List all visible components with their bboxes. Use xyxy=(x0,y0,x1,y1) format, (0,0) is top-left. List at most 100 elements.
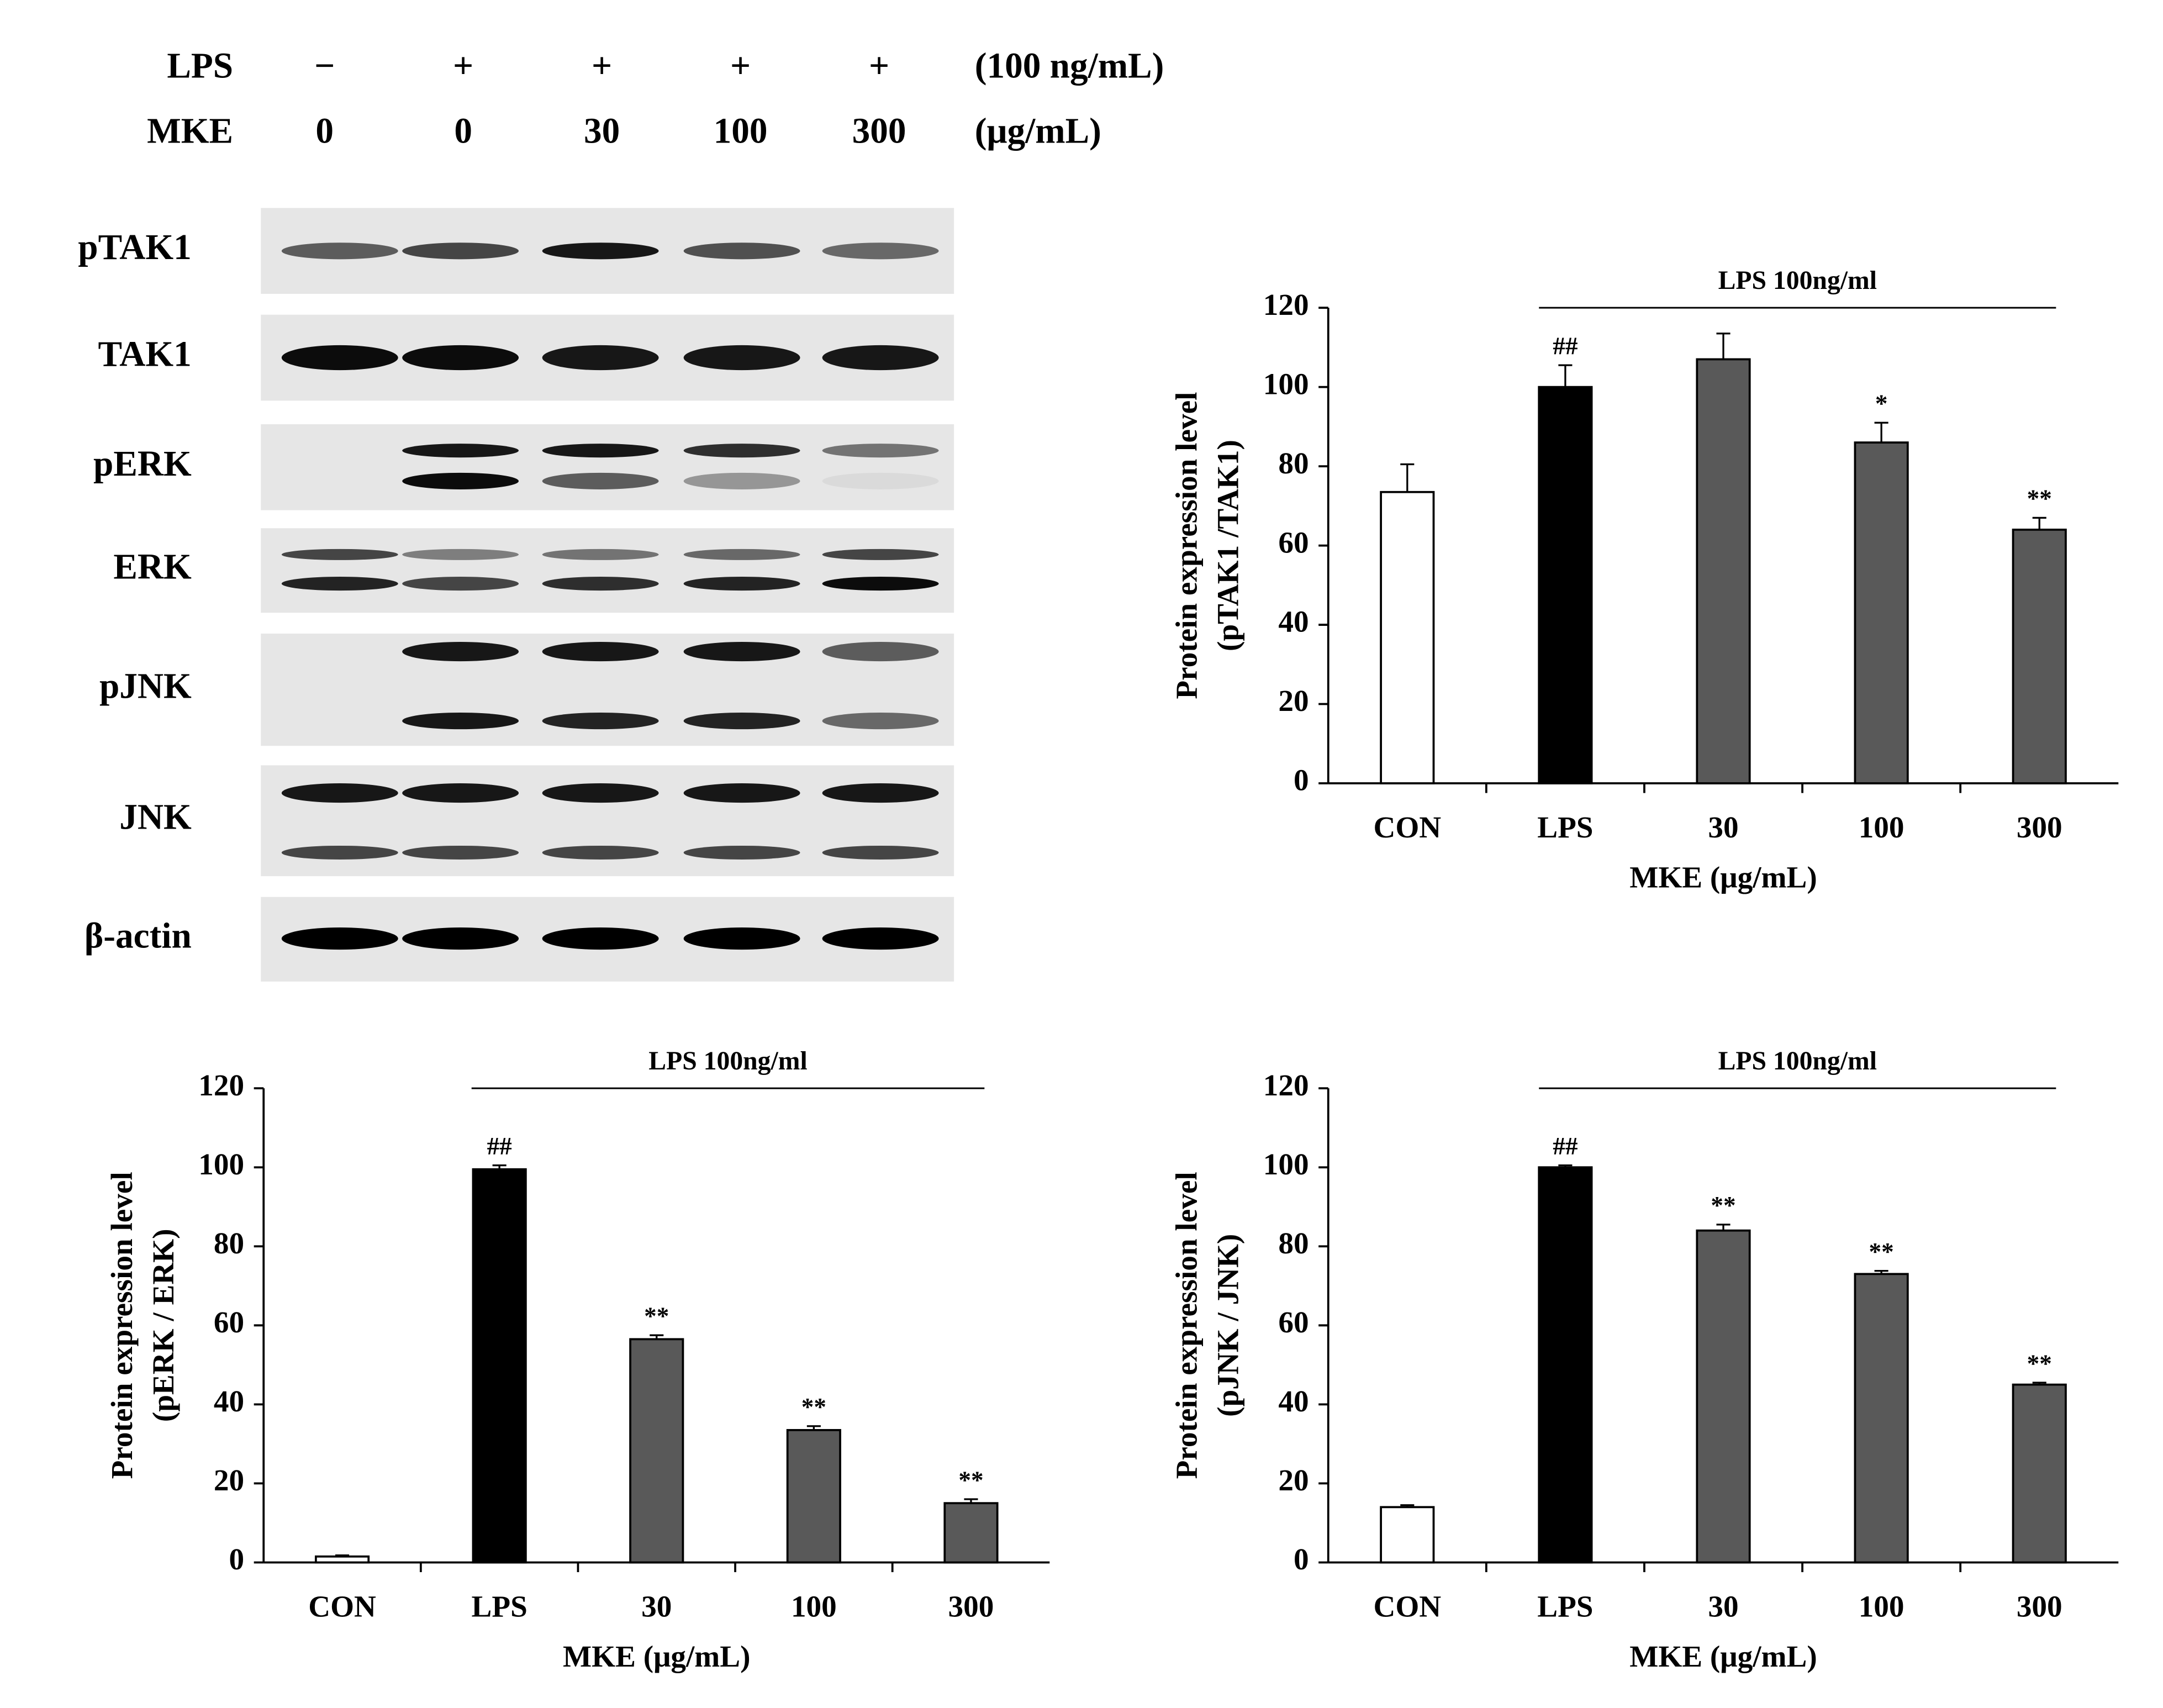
bar xyxy=(1854,1273,1909,1564)
blot-band xyxy=(281,549,398,560)
significance-mark: ** xyxy=(801,1393,826,1421)
y-tick-label: 0 xyxy=(1294,763,1309,797)
blot-band xyxy=(822,549,939,560)
blot-band xyxy=(402,444,519,458)
blot-band xyxy=(683,783,800,803)
treatment-value: 300 xyxy=(852,111,906,151)
bar xyxy=(314,1555,370,1564)
bar xyxy=(1538,1166,1593,1564)
y-tick-label: 120 xyxy=(1263,288,1309,321)
y-tick-label: 20 xyxy=(1278,1463,1309,1497)
treatment-value: 0 xyxy=(315,111,334,151)
blot-band xyxy=(542,927,659,950)
y-tick-label: 80 xyxy=(1278,1226,1309,1260)
blot-band xyxy=(822,642,939,662)
y-tick-label: 0 xyxy=(1294,1542,1309,1576)
blot-band xyxy=(281,243,398,260)
blot-band xyxy=(402,345,519,371)
blot-panel xyxy=(261,528,954,613)
blot-band xyxy=(281,577,398,591)
blot-band xyxy=(683,713,800,730)
x-tick-label: 300 xyxy=(2017,1589,2062,1623)
x-tick-label: CON xyxy=(1373,810,1441,844)
y-tick-label: 100 xyxy=(1263,1147,1309,1181)
treatment-label: LPS xyxy=(167,46,233,86)
bar xyxy=(786,1428,841,1564)
bar xyxy=(629,1338,684,1564)
significance-mark: ## xyxy=(1553,1132,1578,1160)
blot-band xyxy=(402,713,519,730)
blot-band xyxy=(683,642,800,662)
blot-band xyxy=(822,243,939,260)
blot-band xyxy=(542,243,659,260)
bar xyxy=(2012,529,2067,784)
y-tick-label: 60 xyxy=(1278,525,1309,559)
protein-label: β-actin xyxy=(85,916,192,956)
treatment-value: 30 xyxy=(584,111,620,151)
blot-band xyxy=(683,927,800,950)
bracket-label: LPS 100ng/ml xyxy=(1718,266,1877,295)
x-tick-label: LPS xyxy=(1537,810,1593,844)
bar xyxy=(943,1502,999,1564)
protein-label: ERK xyxy=(113,547,192,587)
treatment-value: − xyxy=(314,46,335,86)
treatment-value: 0 xyxy=(454,111,472,151)
x-tick-label: CON xyxy=(308,1589,376,1623)
bar xyxy=(1696,358,1751,784)
blot-band xyxy=(402,549,519,560)
x-axis-label: MKE (μg/mL) xyxy=(1629,1640,1817,1673)
blot-panel xyxy=(261,765,954,877)
blot-band xyxy=(683,243,800,260)
significance-mark: ** xyxy=(2027,485,2052,513)
blot-band xyxy=(683,444,800,458)
blot-band xyxy=(683,577,800,591)
blot-band xyxy=(542,345,659,371)
y-tick-label: 40 xyxy=(1278,605,1309,639)
blot-band xyxy=(683,345,800,371)
treatment-value: 100 xyxy=(714,111,768,151)
blot-band xyxy=(402,472,519,489)
treatment-value: + xyxy=(453,46,473,86)
y-tick-label: 20 xyxy=(1278,684,1309,718)
blot-band xyxy=(542,783,659,803)
protein-label: pERK xyxy=(93,444,192,484)
blot-band xyxy=(683,472,800,489)
blot-band xyxy=(402,845,519,860)
x-tick-label: 100 xyxy=(1859,1589,1905,1623)
bar xyxy=(1696,1229,1751,1564)
x-tick-label: 100 xyxy=(1859,810,1905,844)
bar xyxy=(2012,1383,2067,1564)
treatment-unit: (100 ng/mL) xyxy=(975,46,1164,86)
blot-band xyxy=(281,345,398,371)
treatment-label: MKE xyxy=(147,111,233,151)
blot-band xyxy=(822,713,939,730)
significance-mark: * xyxy=(1875,389,1888,417)
y-axis-label: Protein expression level xyxy=(105,1172,139,1479)
treatment-value: + xyxy=(592,46,612,86)
blot-band xyxy=(281,845,398,860)
significance-mark: ## xyxy=(487,1132,512,1160)
x-tick-label: CON xyxy=(1373,1589,1441,1623)
y-tick-label: 0 xyxy=(229,1542,245,1576)
blot-band xyxy=(281,783,398,803)
blot-band xyxy=(542,713,659,730)
x-tick-label: 300 xyxy=(2017,810,2062,844)
y-axis-label: (pJNK / JNK) xyxy=(1211,1234,1245,1417)
blot-band xyxy=(542,549,659,560)
y-tick-label: 20 xyxy=(214,1463,244,1497)
y-axis-label: Protein expression level xyxy=(1169,1172,1203,1479)
blot-band xyxy=(822,444,939,458)
significance-mark: ** xyxy=(958,1466,983,1494)
blot-band xyxy=(542,577,659,591)
treatment-value: + xyxy=(869,46,889,86)
y-tick-label: 40 xyxy=(214,1384,244,1418)
blot-band xyxy=(402,577,519,591)
bar xyxy=(1380,491,1435,784)
blot-band xyxy=(822,345,939,371)
significance-mark: ## xyxy=(1553,332,1578,360)
blot-band xyxy=(822,577,939,591)
blot-band xyxy=(542,845,659,860)
x-tick-label: LPS xyxy=(1537,1589,1593,1623)
x-axis-label: MKE (μg/mL) xyxy=(1629,860,1817,894)
